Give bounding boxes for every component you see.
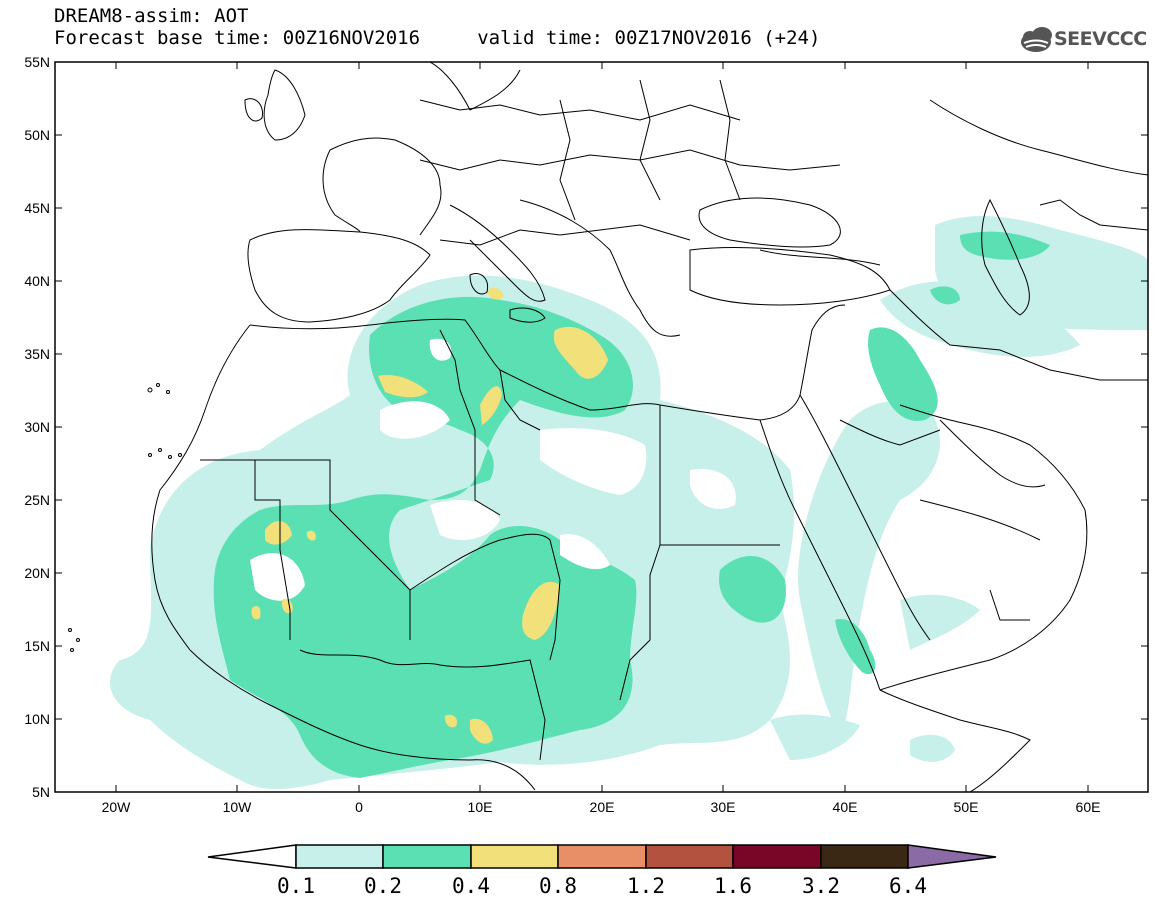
lat-label-55n: 55N	[24, 54, 50, 70]
lon-label-0: 0	[355, 799, 363, 815]
lat-label-50n: 50N	[24, 127, 50, 143]
colorbar-lower-arrow	[207, 844, 297, 869]
aot-contours	[110, 215, 1148, 789]
forecast-times: Forecast base time: 00Z16NOV2016 valid t…	[54, 27, 821, 49]
colorbar-label-0.2: 0.2	[364, 874, 402, 898]
lon-label-20e: 20E	[590, 799, 615, 815]
lat-label-40n: 40N	[24, 273, 50, 289]
map-title: DREAM8-assim: AOT	[54, 5, 249, 27]
colorbar-segment-0.4-0.8	[470, 844, 559, 869]
lat-label-35n: 35N	[24, 346, 50, 362]
lat-label-15n: 15N	[24, 638, 50, 654]
colorbar-segment-0.1-0.2	[295, 844, 384, 869]
colorbar-label-0.8: 0.8	[539, 874, 577, 898]
lat-label-20n: 20N	[24, 565, 50, 581]
lat-label-10n: 10N	[24, 711, 50, 727]
aot-colorbar: 0.1 0.2 0.4 0.8 1.2 1.6 3.2 6.4	[207, 844, 997, 898]
colorbar-segment-1.6-3.2	[732, 844, 822, 869]
lon-label-10w: 10W	[223, 799, 253, 815]
seevccc-cloud-logo-icon	[1021, 27, 1052, 52]
colorbar-segment-0.8-1.2	[557, 844, 647, 869]
longitude-axis: 20W 10W 0 10E 20E 30E 40E 50E 60E	[102, 62, 1101, 815]
lat-label-45n: 45N	[24, 200, 50, 216]
colorbar-label-3.2: 3.2	[802, 874, 840, 898]
aot-0.2-0.4-region	[213, 231, 1050, 778]
colorbar-label-1.2: 1.2	[627, 874, 665, 898]
colorbar-label-1.6: 1.6	[714, 874, 752, 898]
colorbar-upper-arrow	[907, 844, 997, 869]
colorbar-segment-0.2-0.4	[382, 844, 472, 869]
colorbar-segment-1.2-1.6	[645, 844, 734, 869]
aot-0.4-0.8-region	[251, 287, 608, 744]
lon-label-40e: 40E	[833, 799, 858, 815]
lat-label-30n: 30N	[24, 419, 50, 435]
lon-label-20w: 20W	[102, 799, 132, 815]
colorbar-label-6.4: 6.4	[889, 874, 927, 898]
aot-below-0.1-holes	[250, 338, 736, 601]
lon-label-60e: 60E	[1076, 799, 1101, 815]
coastlines-borders	[68, 62, 1148, 792]
lon-label-10e: 10E	[468, 799, 493, 815]
colorbar-segment-3.2-6.4	[820, 844, 909, 869]
lat-label-5n: 5N	[32, 784, 50, 800]
colorbar-label-0.1: 0.1	[277, 874, 315, 898]
lon-label-50e: 50E	[954, 799, 979, 815]
lat-label-25n: 25N	[24, 492, 50, 508]
latitude-axis: 55N 50N 45N 40N 35N 30N 25N 20N 15N 10N …	[24, 54, 1148, 800]
colorbar-label-0.4: 0.4	[452, 874, 490, 898]
lon-label-30e: 30E	[711, 799, 736, 815]
logo-text: SEEVCCC	[1054, 28, 1147, 50]
